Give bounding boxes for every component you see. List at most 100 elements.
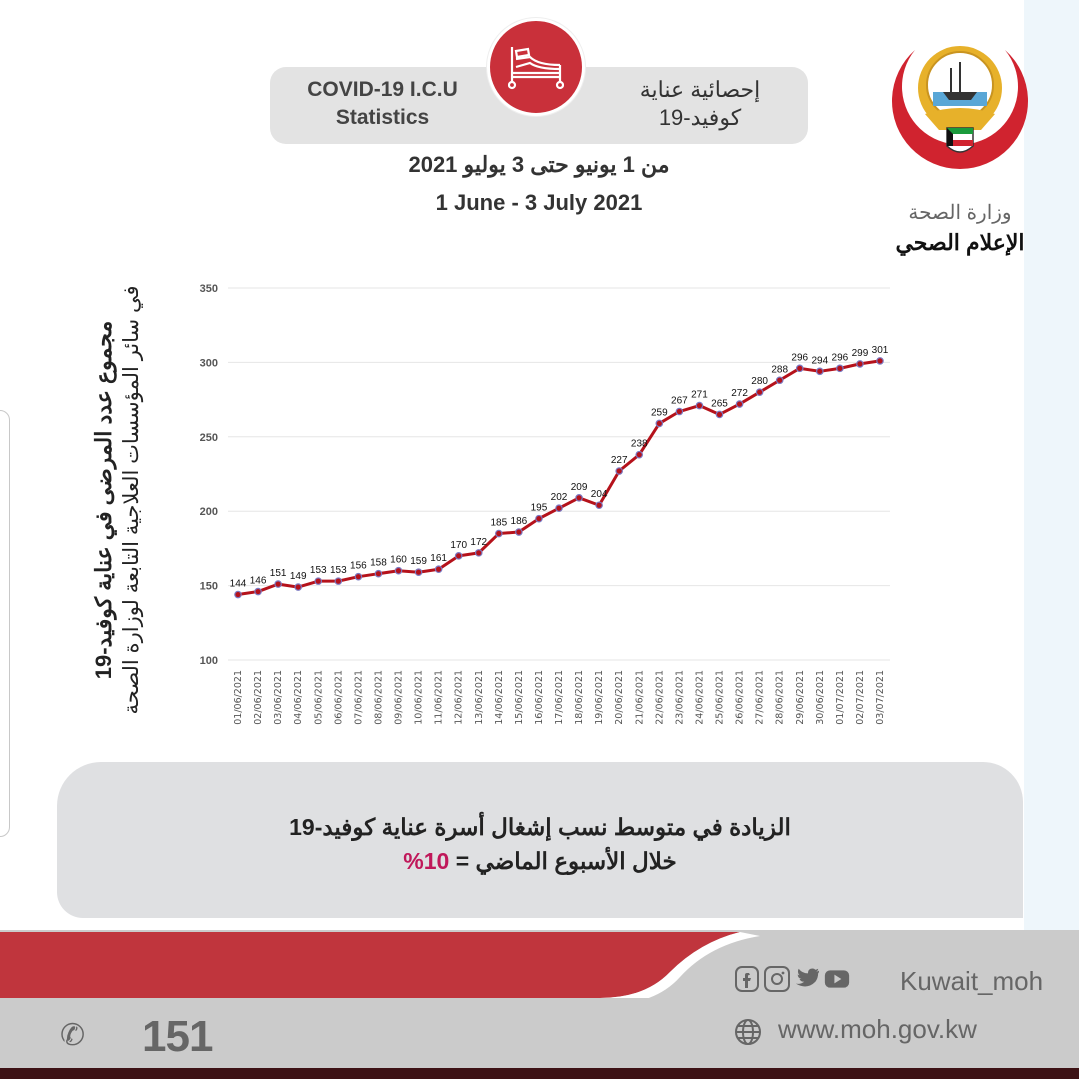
data-label: 159 [410,556,427,567]
data-label: 267 [671,396,688,407]
x-tick-label: 20/06/2021 [614,670,625,725]
title-ar-line1: إحصائية عناية [639,77,761,102]
data-point [414,568,423,577]
data-point [535,514,543,523]
globe-icon [735,1019,761,1045]
footer-red-wave [0,932,760,998]
data-point [274,580,282,588]
data-point [836,364,844,373]
title-en-line2: Statistics [335,106,430,129]
data-label: 204 [591,489,608,500]
social-icons [734,966,850,992]
data-point [495,529,503,538]
x-tick-label: 27/06/2021 [755,670,766,725]
data-label: 149 [290,571,307,582]
social-handle[interactable]: Kuwait_moh [900,966,1044,996]
data-label: 185 [490,518,507,529]
youtube-icon[interactable] [824,966,850,992]
y-tick-label: 300 [200,357,218,369]
x-tick-label: 28/06/2021 [775,670,786,725]
data-label: 195 [531,503,548,514]
x-tick-label: 08/06/2021 [373,670,384,725]
x-tick-label: 03/06/2021 [273,670,284,725]
data-label: 202 [551,492,568,503]
data-point [555,504,563,513]
x-tick-label: 02/06/2021 [253,670,264,725]
date-range-english: 1 June - 3 July 2021 [435,190,643,215]
summary-percentage: 10% [403,848,450,874]
data-point [635,450,644,459]
data-point [856,360,864,368]
data-label: 280 [751,376,768,387]
x-tick-label: 14/06/2021 [494,670,505,725]
data-label: 186 [511,516,528,527]
title-en-line1: COVID-19 I.C.U [307,78,458,101]
title-english: COVID-19 I.C.U Statistics [280,76,485,132]
data-point [254,587,262,596]
department-name: الإعلام الصحي [895,230,1025,255]
date-range-arabic: من 1 يونيو حتى 3 يوليو 2021 [408,152,670,177]
data-label: 161 [430,553,447,564]
data-label: 288 [771,364,788,375]
data-point [374,569,383,578]
x-tick-label: 05/06/2021 [313,670,324,725]
y-tick-label: 100 [200,655,218,667]
summary-box [57,762,1023,918]
hotline-number[interactable]: 151 [142,1012,213,1061]
data-label: 227 [611,455,628,466]
data-label: 153 [330,565,347,576]
x-tick-label: 17/06/2021 [554,670,565,725]
data-label: 158 [370,558,387,569]
summary-line1: الزيادة في متوسط نسب إشغال أسرة عناية كو… [289,814,791,840]
x-tick-label: 19/06/2021 [594,670,605,725]
x-tick-label: 15/06/2021 [514,670,525,725]
x-tick-label: 09/06/2021 [394,670,405,725]
y-tick-label: 350 [200,283,218,295]
title-ar-line2: كوفيد-19 [658,105,742,130]
x-tick-label: 21/06/2021 [634,670,645,725]
data-point [474,549,483,557]
website-link[interactable]: www.moh.gov.kw [778,1014,977,1044]
y-tick-label: 200 [200,506,218,518]
data-point [234,590,242,599]
x-tick-label: 01/06/2021 [233,670,244,725]
facebook-icon[interactable] [734,966,760,992]
y-tick-label: 250 [200,432,218,444]
data-label: 172 [470,537,487,548]
x-tick-label: 16/06/2021 [534,670,545,725]
data-point [575,494,583,502]
data-label: 153 [310,565,327,576]
right-edge-strip [1024,0,1079,1079]
data-point [314,577,323,585]
data-label: 156 [350,561,367,572]
data-point [735,400,744,408]
data-label: 209 [571,482,588,493]
data-point [394,566,403,575]
data-label: 170 [450,540,467,551]
data-label: 151 [270,568,287,579]
kuwait-emblem-logo [885,30,1035,180]
title-arabic: إحصائية عناية كوفيد-19 [600,76,800,132]
data-point [715,410,724,419]
data-label: 271 [691,390,708,401]
data-point [755,388,764,396]
data-point [655,419,664,428]
hospital-bed-icon [508,47,564,90]
y-axis-title: مجموع عدد المرضى في عناية كوفيد-19 في سا… [90,240,150,760]
data-label: 299 [852,348,869,359]
data-point [695,401,704,410]
instagram-icon[interactable] [764,966,790,992]
x-tick-label: 07/06/2021 [353,670,364,725]
left-edge-frame [0,410,10,837]
x-tick-label: 30/06/2021 [815,670,826,725]
x-tick-label: 29/06/2021 [795,670,806,725]
x-tick-label: 23/06/2021 [674,670,685,725]
data-label: 160 [390,555,407,566]
x-tick-label: 22/06/2021 [654,670,665,725]
footer-bottom-bar [0,1068,1079,1079]
twitter-icon[interactable] [794,966,820,992]
data-point [876,357,884,365]
data-point [515,528,523,536]
data-point [775,376,784,385]
data-point [454,552,463,560]
